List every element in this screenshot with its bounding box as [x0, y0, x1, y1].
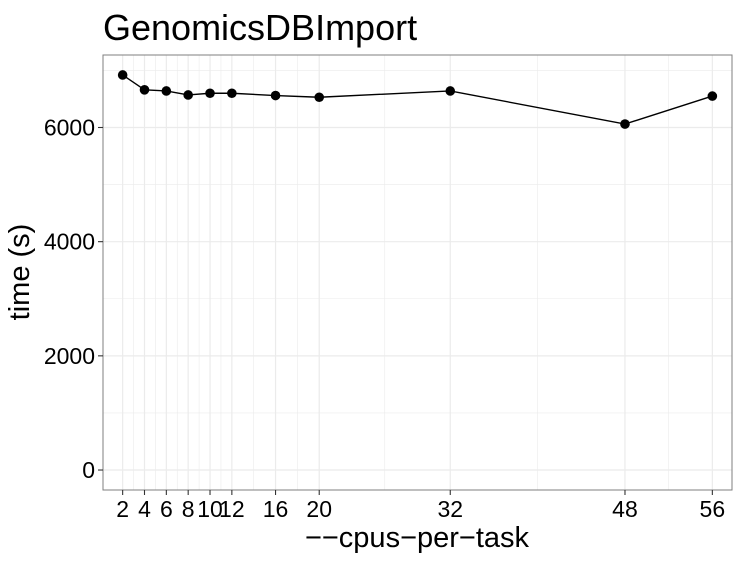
x-tick-label: 2 [116, 496, 129, 522]
data-point [183, 90, 193, 100]
x-tick-label: 32 [437, 496, 463, 522]
x-axis-label: −−cpus−per−task [305, 522, 530, 554]
x-tick-label: 10 [197, 496, 223, 522]
data-point [139, 85, 150, 95]
x-tick-label: 20 [306, 496, 332, 522]
data-point [205, 88, 215, 99]
series-layer [117, 70, 718, 129]
y-tick-label: 6000 [44, 115, 95, 141]
x-tick-label: 4 [138, 496, 151, 522]
data-point [314, 92, 325, 103]
x-tick-label: 56 [700, 496, 726, 522]
y-axis-label: time (s) [4, 224, 36, 321]
chart-title: GenomicsDBImport [103, 7, 417, 48]
x-tick-label: 12 [219, 496, 245, 522]
data-point [445, 86, 456, 96]
x-tick-label: 8 [182, 496, 195, 522]
plot-panel-border [102, 54, 733, 491]
y-tick-label: 2000 [44, 343, 95, 369]
series-line [122, 74, 713, 125]
data-point [707, 91, 718, 101]
y-tick-label: 4000 [44, 229, 95, 255]
x-tick-label: 16 [263, 496, 289, 522]
grid-lines [103, 55, 732, 490]
y-axis: 0 2000 4000 6000 [44, 115, 103, 483]
data-point [161, 86, 172, 96]
data-point [227, 88, 237, 99]
data-point [270, 90, 281, 101]
data-point [620, 119, 630, 129]
y-tick-label: 0 [82, 457, 95, 483]
x-tick-label: 48 [612, 496, 638, 522]
data-point [117, 70, 128, 80]
x-tick-label: 6 [160, 496, 173, 522]
